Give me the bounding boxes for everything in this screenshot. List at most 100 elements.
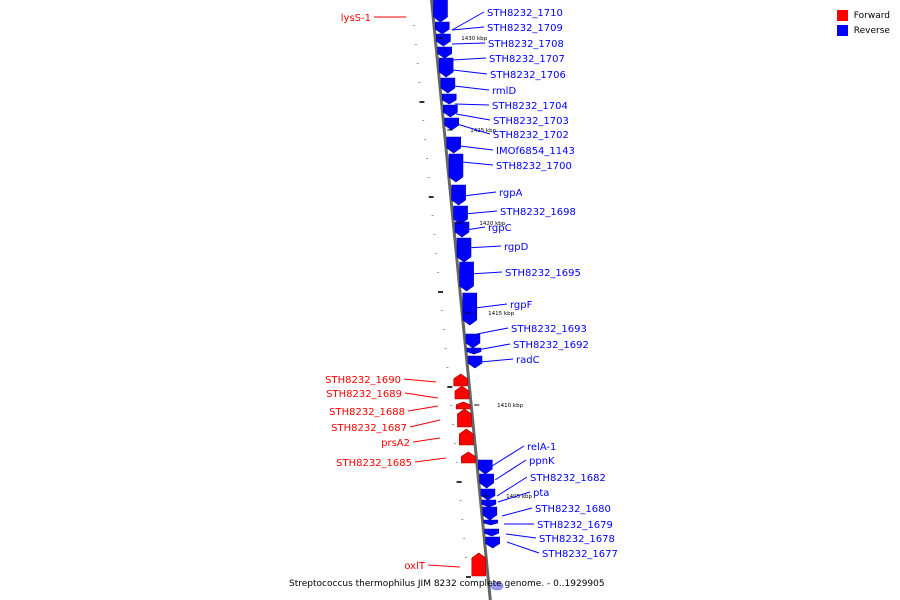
gene-label[interactable]: STH8232_1704 bbox=[492, 101, 568, 112]
reverse-gene[interactable] bbox=[477, 459, 493, 475]
gene-label[interactable]: STH8232_1703 bbox=[493, 116, 569, 127]
reverse-gene[interactable] bbox=[480, 488, 496, 501]
gene-label[interactable]: radC bbox=[516, 355, 540, 366]
forward-gene[interactable] bbox=[459, 428, 474, 446]
track-marker bbox=[437, 272, 440, 273]
gene-label[interactable]: STH8232_1687 bbox=[331, 423, 407, 434]
reverse-gene[interactable] bbox=[465, 333, 481, 349]
track-marker bbox=[438, 291, 444, 293]
reverse-gene[interactable] bbox=[483, 519, 498, 526]
gene-label[interactable]: oxlT bbox=[404, 561, 426, 572]
reverse-gene[interactable] bbox=[485, 536, 500, 549]
gene-label[interactable]: lysS-1 bbox=[341, 13, 371, 24]
reverse-gene[interactable] bbox=[437, 46, 452, 59]
gene-label[interactable]: STH8232_1680 bbox=[535, 504, 611, 515]
track-marker bbox=[416, 63, 419, 64]
label-leader bbox=[491, 445, 525, 467]
genome-axis bbox=[429, 0, 492, 600]
reverse-gene[interactable] bbox=[440, 77, 456, 94]
track-marker bbox=[424, 139, 427, 140]
label-leader bbox=[474, 303, 508, 309]
label-leader bbox=[476, 343, 511, 351]
gene-label[interactable]: STH8232_1690 bbox=[325, 375, 401, 386]
legend: Forward Reverse bbox=[836, 8, 890, 38]
reverse-gene[interactable] bbox=[459, 261, 474, 292]
reverse-gene[interactable] bbox=[434, 21, 450, 35]
reverse-gene[interactable] bbox=[433, 0, 448, 23]
gene-label[interactable]: rgpD bbox=[504, 242, 529, 253]
forward-gene[interactable] bbox=[471, 552, 487, 577]
label-leader bbox=[506, 541, 540, 554]
legend-forward: Forward bbox=[836, 8, 890, 23]
label-leader bbox=[459, 145, 494, 151]
gene-label[interactable]: prsA2 bbox=[381, 438, 410, 449]
forward-gene[interactable] bbox=[457, 408, 472, 428]
gene-label[interactable]: STH8232_1695 bbox=[505, 268, 581, 279]
reverse-gene[interactable] bbox=[466, 347, 482, 355]
gene-label[interactable]: STH8232_1678 bbox=[539, 534, 615, 545]
gene-label[interactable]: relA-1 bbox=[527, 442, 556, 453]
gene-label[interactable]: rgpC bbox=[488, 223, 512, 234]
genome-caption: Streptococcus thermophilus JIM 8232 comp… bbox=[289, 579, 605, 589]
legend-reverse: Reverse bbox=[836, 23, 890, 38]
forward-gene[interactable] bbox=[454, 385, 470, 400]
label-leader bbox=[414, 457, 447, 463]
gene-label[interactable]: STH8232_1692 bbox=[513, 340, 589, 351]
reverse-gene[interactable] bbox=[454, 221, 470, 238]
reverse-gene[interactable] bbox=[467, 355, 483, 369]
label-leader bbox=[465, 245, 502, 249]
label-leader bbox=[501, 507, 533, 517]
reverse-gene[interactable] bbox=[482, 506, 498, 521]
reverse-gene[interactable] bbox=[444, 117, 459, 131]
tick-label: 1405 kbp bbox=[506, 494, 532, 500]
gene-label[interactable]: STH8232_1679 bbox=[537, 520, 613, 531]
forward-gene[interactable] bbox=[455, 401, 471, 410]
gene-label[interactable]: STH8232_1702 bbox=[493, 130, 569, 141]
gene-label[interactable]: rmlD bbox=[492, 86, 516, 97]
gene-label[interactable]: rgpA bbox=[499, 188, 523, 199]
gene-label[interactable]: STH8232_1682 bbox=[530, 473, 606, 484]
forward-gene[interactable] bbox=[453, 373, 469, 387]
axis-line bbox=[429, 0, 492, 600]
gene-label[interactable]: STH8232_1698 bbox=[500, 207, 576, 218]
reverse-gene[interactable] bbox=[443, 104, 458, 118]
reverse-gene[interactable] bbox=[479, 473, 494, 489]
gene-label[interactable]: rgpF bbox=[510, 300, 533, 311]
label-leader bbox=[469, 271, 503, 275]
gene-label[interactable]: pta bbox=[533, 488, 549, 499]
gene-label[interactable]: STH8232_1708 bbox=[488, 39, 564, 50]
reverse-gene[interactable] bbox=[438, 57, 454, 78]
gene-label[interactable]: STH8232_1685 bbox=[336, 458, 412, 469]
reverse-gene[interactable] bbox=[453, 205, 468, 225]
gene-label[interactable]: STH8232_1689 bbox=[326, 389, 402, 400]
gene-label[interactable]: STH8232_1710 bbox=[487, 8, 563, 19]
gene-label[interactable]: STH8232_1693 bbox=[511, 324, 587, 335]
label-leader bbox=[407, 405, 439, 412]
reverse-gene[interactable] bbox=[451, 184, 466, 206]
reverse-gene[interactable] bbox=[484, 528, 499, 537]
label-leader bbox=[453, 85, 490, 91]
reverse-gene[interactable] bbox=[441, 93, 457, 105]
reverse-gene[interactable] bbox=[456, 237, 472, 263]
reverse-gene[interactable] bbox=[436, 33, 451, 47]
gene-label[interactable]: ppnK bbox=[529, 456, 555, 467]
reverse-gene[interactable] bbox=[481, 499, 497, 508]
track-marker bbox=[425, 158, 428, 159]
gene-label[interactable]: IMOf6854_1143 bbox=[496, 146, 575, 157]
track-marker bbox=[428, 196, 434, 198]
track-marker bbox=[444, 348, 447, 349]
gene-label[interactable]: STH8232_1707 bbox=[489, 54, 565, 65]
gene-label[interactable]: STH8232_1706 bbox=[490, 70, 566, 81]
forward-gene[interactable] bbox=[461, 451, 476, 464]
reverse-gene[interactable] bbox=[448, 153, 464, 183]
reverse-gene[interactable] bbox=[446, 136, 462, 154]
reverse-gene[interactable] bbox=[462, 292, 478, 326]
gene-label[interactable]: STH8232_1688 bbox=[329, 407, 405, 418]
gene-label[interactable]: STH8232_1677 bbox=[542, 549, 618, 560]
gene-label[interactable]: STH8232_1700 bbox=[496, 161, 572, 172]
tick-label: 1410 kbp bbox=[497, 403, 523, 409]
gene-label[interactable]: STH8232_1709 bbox=[487, 23, 563, 34]
reverse-gene[interactable] bbox=[490, 581, 504, 591]
label-leader bbox=[462, 191, 497, 197]
